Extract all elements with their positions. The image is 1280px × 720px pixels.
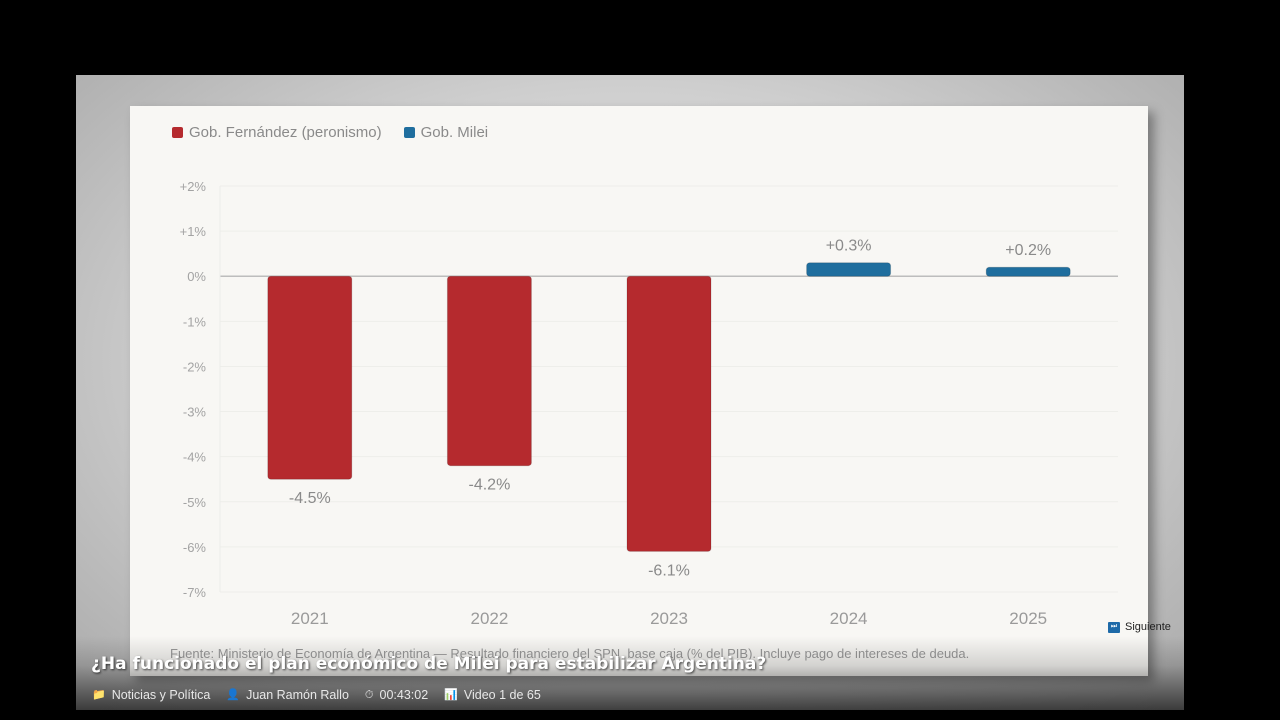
user-icon: 👤: [226, 688, 241, 701]
y-tick-label: -4%: [183, 450, 207, 465]
next-video-button[interactable]: ⏭ Siguiente: [1108, 621, 1171, 633]
data-label: +0.2%: [1005, 242, 1051, 259]
chart-legend: Gob. Fernández (peronismo) Gob. Milei: [172, 124, 488, 141]
y-tick-label: -2%: [183, 359, 207, 374]
data-label: -4.2%: [469, 477, 511, 494]
y-tick-label: -6%: [183, 540, 207, 555]
y-tick-label: -1%: [183, 314, 207, 329]
legend-label-milei: Gob. Milei: [420, 124, 489, 141]
x-tick-label: 2024: [830, 609, 868, 628]
author-label: Juan Ramón Rallo: [246, 688, 349, 702]
bar-2025: [985, 266, 1071, 277]
video-title: ¿Ha funcionado el plan económico de Mile…: [91, 654, 767, 674]
meta-duration: ⏱ 00:43:02: [365, 688, 428, 702]
bar-2024: [806, 262, 892, 277]
bar-2023: [626, 275, 712, 552]
legend-swatch-fernandez: [172, 127, 183, 138]
category-label: Noticias y Política: [111, 688, 211, 702]
meta-position: 📊 Video 1 de 65: [444, 688, 541, 702]
y-tick-label: -3%: [183, 405, 207, 420]
legend-item-fernandez: Gob. Fernández (peronismo): [172, 124, 382, 141]
bar-2021: [267, 275, 353, 480]
legend-swatch-milei: [403, 127, 415, 138]
next-label: Siguiente: [1125, 621, 1171, 633]
x-tick-label: 2022: [470, 609, 508, 628]
y-tick-label: +2%: [180, 179, 207, 194]
folder-icon: 📁: [92, 688, 106, 701]
meta-category[interactable]: 📁 Noticias y Política: [92, 688, 210, 702]
caption-overlay: [76, 636, 1184, 710]
x-tick-label: 2021: [291, 609, 329, 628]
x-tick-label: 2023: [650, 609, 688, 628]
y-tick-label: -7%: [183, 585, 207, 600]
duration-label: 00:43:02: [379, 688, 429, 702]
y-tick-label: +1%: [180, 224, 207, 239]
video-meta-bar: 📁 Noticias y Política 👤 Juan Ramón Rallo…: [92, 688, 541, 702]
position-label: Video 1 de 65: [463, 688, 541, 702]
y-tick-label: -5%: [183, 495, 207, 510]
y-tick-label: 0%: [187, 269, 206, 284]
bar-2022: [446, 275, 532, 467]
skip-next-icon: ⏭: [1108, 621, 1120, 633]
data-label: -4.5%: [289, 490, 331, 507]
data-label: -6.1%: [648, 562, 690, 579]
meta-author[interactable]: 👤 Juan Ramón Rallo: [226, 688, 349, 702]
legend-item-milei: Gob. Milei: [403, 124, 489, 141]
x-tick-label: 2025: [1009, 609, 1047, 628]
stopwatch-icon: ⏱: [364, 688, 374, 701]
legend-label-fernandez: Gob. Fernández (peronismo): [189, 124, 382, 141]
chart-icon: 📊: [444, 688, 458, 701]
data-label: +0.3%: [826, 238, 872, 255]
